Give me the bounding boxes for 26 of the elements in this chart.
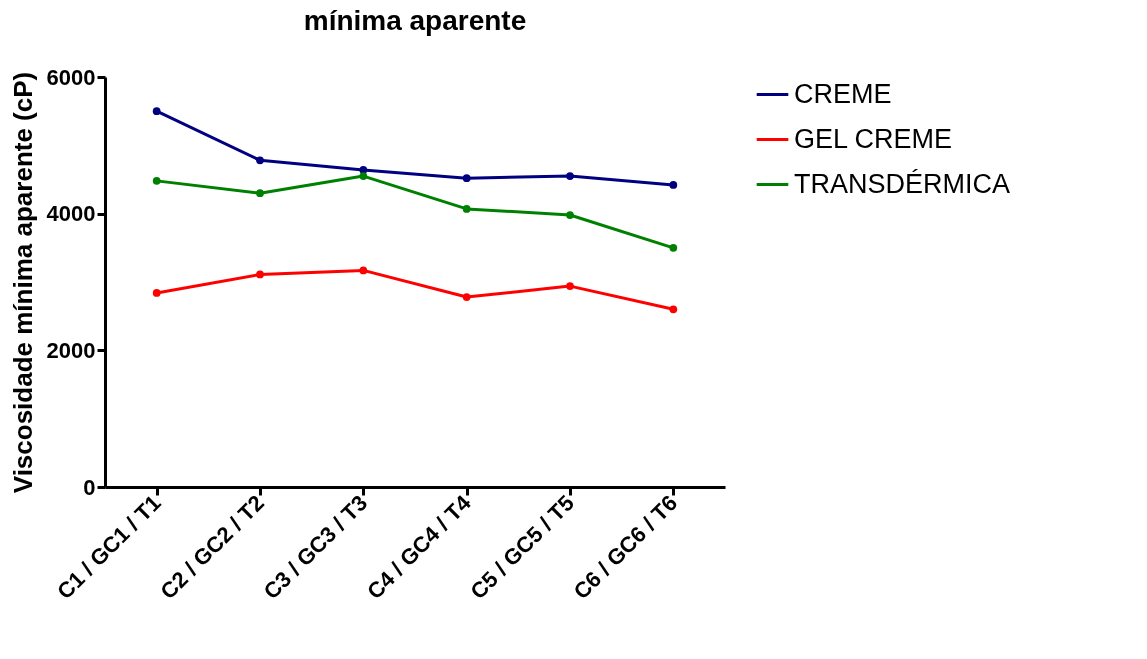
point [256, 270, 264, 279]
y-tick-label: 0 [83, 474, 96, 500]
point [669, 181, 678, 189]
legend-label: TRANSDÉRMICA [794, 168, 1011, 199]
y-tick-label: 4000 [46, 201, 96, 227]
point [256, 156, 264, 165]
point [566, 282, 574, 290]
point [462, 293, 471, 301]
point [669, 305, 678, 314]
legend-label: GEL CREME [794, 123, 953, 154]
point [462, 174, 471, 182]
y-axis-title: Viscosidade mínima aparente (cP) [7, 71, 38, 494]
y-tick-label: 2000 [46, 337, 96, 363]
point [359, 172, 368, 180]
point [566, 211, 574, 219]
y-tick-label: 6000 [46, 64, 96, 90]
point [669, 243, 678, 252]
point [566, 172, 574, 180]
legend-label: CREME [794, 78, 892, 109]
point [152, 107, 161, 116]
point [152, 289, 161, 297]
point [462, 205, 471, 213]
point [359, 266, 368, 275]
chart-title: mínima aparente [303, 5, 527, 36]
point [152, 177, 161, 185]
point [256, 189, 264, 198]
